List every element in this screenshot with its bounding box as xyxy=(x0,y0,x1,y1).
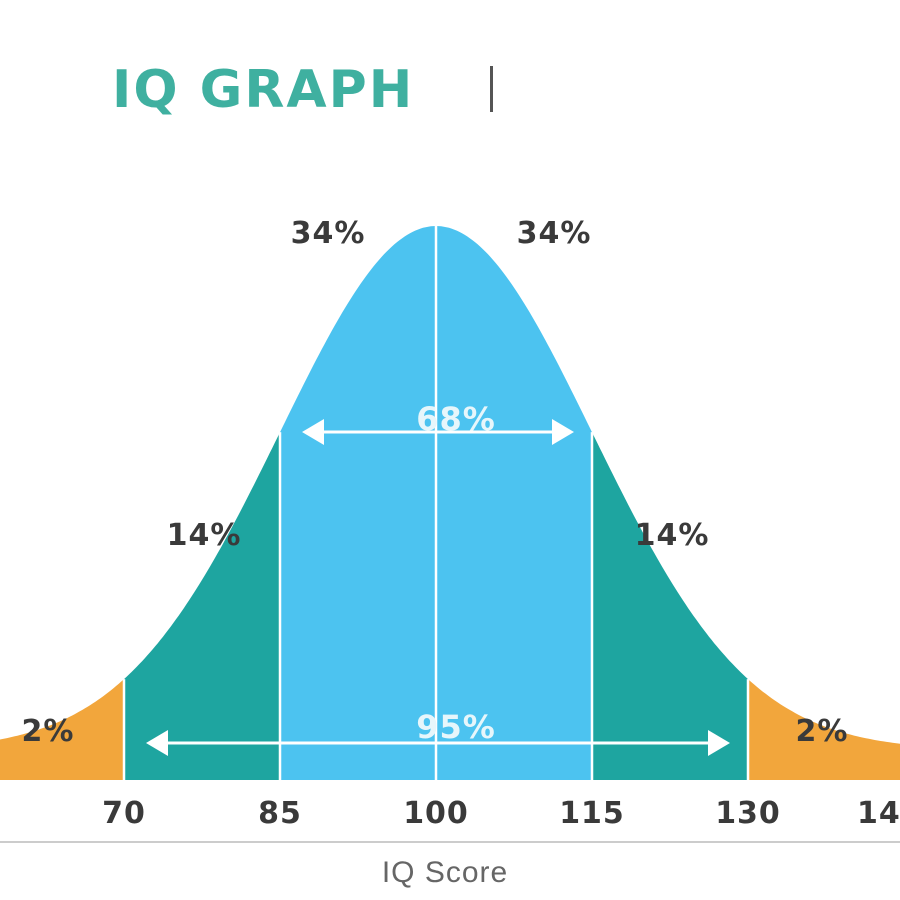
region-label-4: 14% xyxy=(635,518,710,553)
region-label-3: 34% xyxy=(517,216,592,251)
region-label-0: 2% xyxy=(22,714,75,749)
span-label-95%: 95% xyxy=(416,708,496,746)
region-4 xyxy=(592,432,748,780)
x-tick-label: 100 xyxy=(403,796,469,831)
span-arrow-95% xyxy=(146,730,730,756)
region-5 xyxy=(748,679,900,780)
region-label-2: 34% xyxy=(291,216,366,251)
span-arrow-68% xyxy=(302,419,574,445)
x-tick-label: 85 xyxy=(258,796,302,831)
x-tick-label: 130 xyxy=(715,796,781,831)
region-0 xyxy=(0,679,124,780)
region-label-1: 14% xyxy=(167,518,242,553)
region-2 xyxy=(280,226,436,780)
x-axis-label: IQ Score xyxy=(382,856,508,889)
x-tick-label: 14 xyxy=(857,796,900,831)
region-3 xyxy=(436,226,592,780)
x-tick-label: 115 xyxy=(559,796,625,831)
title-divider xyxy=(490,66,493,112)
region-1 xyxy=(124,432,280,780)
span-label-68%: 68% xyxy=(416,400,496,438)
chart-title: IQ GRAPH xyxy=(112,60,415,120)
region-label-5: 2% xyxy=(796,714,849,749)
x-tick-label: 70 xyxy=(102,796,146,831)
